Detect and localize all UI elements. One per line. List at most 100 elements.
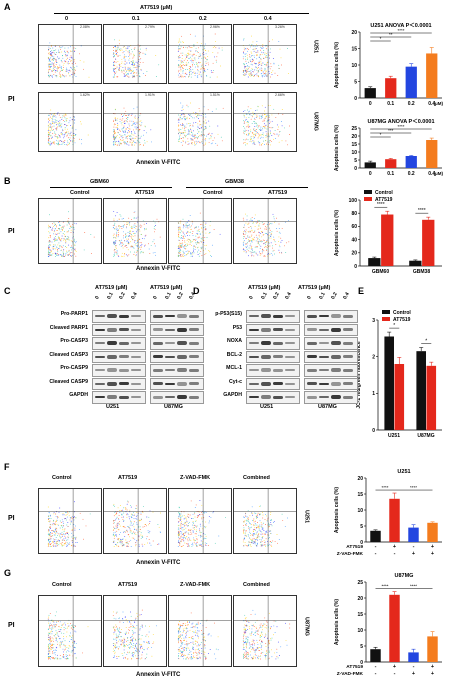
treatment-sign: +	[431, 664, 434, 670]
sig-mark: *	[380, 36, 382, 41]
y-tick-label: 60	[351, 224, 357, 230]
blot-band	[119, 328, 129, 332]
x-tick-label: 0.4	[428, 171, 435, 177]
y-tick-label: 10	[351, 63, 357, 69]
blot-strip	[246, 323, 300, 336]
condition-label-f-3: Combined	[243, 475, 270, 481]
blot-band	[307, 341, 317, 345]
blot-band	[177, 341, 187, 346]
treatment-sign: +	[393, 664, 396, 670]
blot-strip	[304, 364, 358, 377]
flow-scatter	[39, 199, 101, 263]
blot-band	[285, 328, 295, 331]
flow-scatter	[169, 489, 231, 553]
blot-band	[95, 328, 105, 331]
blot-band	[107, 354, 117, 359]
flow-scatter	[169, 93, 231, 151]
chart-g: 0 5 10 15 20 25 Apoptosis cells (%) U87MG **** **…	[334, 573, 442, 677]
blot-dose-label: 0	[152, 295, 159, 301]
blot-band	[107, 341, 117, 346]
blot-band	[107, 381, 117, 386]
y-axis-label: Apoptosis cells (%)	[334, 125, 340, 171]
blot-band	[153, 314, 163, 318]
blot-band	[165, 328, 175, 331]
flow-plot	[103, 198, 167, 264]
blot-band	[165, 382, 175, 385]
sig-mark: **	[389, 32, 393, 37]
flow-plot	[38, 92, 102, 152]
blot-band	[165, 396, 175, 399]
blot-band	[343, 328, 353, 332]
y-tick-label: 10	[351, 150, 357, 156]
bar	[408, 652, 419, 662]
bar	[389, 498, 400, 542]
y-tick-label: 0	[354, 264, 357, 270]
blot-band	[319, 315, 329, 318]
blot-strip	[304, 377, 358, 390]
treatment-sign: -	[375, 664, 377, 670]
blot-strip	[92, 391, 146, 404]
flow-plot	[233, 198, 297, 264]
bar-control	[384, 336, 394, 430]
y-tick-label: 3	[372, 318, 375, 324]
treatment-sign: +	[412, 671, 415, 677]
flow-plot	[103, 595, 167, 667]
legend-label: AT7519	[393, 317, 411, 323]
condition-label-g-0: Control	[52, 582, 72, 588]
blot-band	[319, 396, 329, 399]
blot-band	[343, 382, 353, 386]
flow-plot	[38, 595, 102, 667]
blot-strip	[150, 391, 204, 404]
x-tick-label: 0.2	[408, 171, 415, 177]
blot-band	[189, 368, 199, 372]
condition-label-f-0: Control	[52, 475, 72, 481]
chart-title: U87MG	[395, 573, 414, 579]
unit-label: (μM)	[434, 101, 444, 106]
blot-strip	[150, 364, 204, 377]
blot-strip	[246, 377, 300, 390]
blot-band	[343, 395, 353, 399]
y-tick-label: 25	[351, 126, 357, 132]
blot-band	[153, 355, 163, 359]
legend-swatch	[364, 197, 372, 201]
blot-dose-label: 0	[248, 295, 255, 301]
y-tick-label: 20	[351, 134, 357, 140]
blot-band	[165, 355, 175, 358]
treatment-sign: +	[412, 551, 415, 557]
blot-row-label: Pro-CASP3	[60, 338, 88, 344]
quadrant-value: 1.62%	[80, 93, 90, 97]
blot-band	[307, 328, 317, 332]
flow-scatter	[39, 596, 101, 666]
blot-band	[249, 328, 259, 331]
y-axis-label: Apoptosis cells (%)	[334, 599, 340, 645]
flow-plot	[168, 488, 232, 554]
sig-mark: *	[425, 339, 427, 345]
blot-strip	[92, 323, 146, 336]
sig-mark: ****	[418, 208, 426, 214]
b-cond-2: AT7519	[135, 190, 155, 196]
treatment-sign: +	[431, 544, 434, 550]
y-tick-label: 0	[372, 428, 375, 434]
blot-band	[261, 395, 271, 400]
treatment-sign: -	[375, 544, 377, 550]
flow-plot	[233, 595, 297, 667]
condition-label-f-2: Z-VAD-FMK	[180, 475, 211, 481]
bar-at7519	[381, 214, 394, 266]
treatment-sign: -	[394, 671, 396, 677]
y-tick-label: 15	[357, 612, 363, 618]
blot-band	[131, 382, 141, 385]
blot-row-label: Cleaved CASP3	[49, 351, 88, 358]
x-tick-label: 0.1	[387, 171, 394, 177]
y-tick-label: 10	[357, 508, 363, 514]
blot-band	[165, 342, 175, 345]
y-tick-label: 0	[360, 660, 363, 666]
blot-band	[153, 382, 163, 386]
flow-scatter	[104, 596, 166, 666]
blot-dose-label: 0.2	[176, 291, 185, 301]
bar-control	[409, 260, 422, 266]
x-tick-label: GBM38	[413, 269, 430, 275]
bar	[427, 522, 438, 542]
blot-band	[131, 328, 141, 331]
blot-cell-label: U87MG	[318, 403, 337, 410]
y-tick-label: 20	[357, 596, 363, 602]
